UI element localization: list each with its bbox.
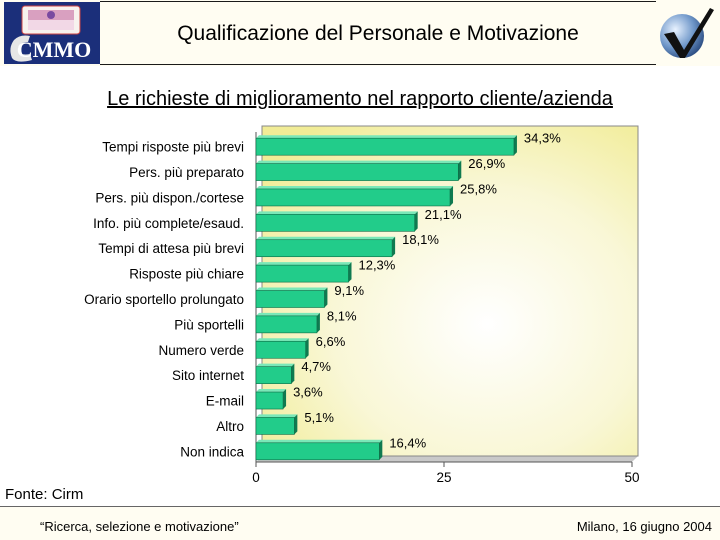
bar-side-face <box>348 262 352 283</box>
data-label: 18,1% <box>402 232 439 247</box>
bar-top-face <box>256 312 320 316</box>
bar-top-face <box>256 185 454 189</box>
category-label: Orario sportello prolungato <box>84 292 244 307</box>
bar <box>255 414 298 435</box>
category-label: Più sportelli <box>174 317 244 332</box>
bar <box>255 135 517 156</box>
slide-subtitle: Le richieste di miglioramento nel rappor… <box>0 88 720 111</box>
bar <box>255 262 352 283</box>
data-label: 3,6% <box>293 385 323 400</box>
bar-side-face <box>294 414 298 435</box>
bar-front-face <box>255 340 306 359</box>
bar-front-face <box>255 264 349 283</box>
data-label: 8,1% <box>327 308 357 323</box>
bar-side-face <box>513 135 517 156</box>
footer-left-text: “Ricerca, selezione e motivazione” <box>40 519 239 534</box>
bar <box>255 439 383 461</box>
bar-top-face <box>256 262 352 266</box>
x-tick-label: 0 <box>252 470 260 485</box>
bar <box>255 287 328 308</box>
bar <box>255 312 320 334</box>
bar-side-face <box>324 287 328 308</box>
logo-text: CMMO <box>17 37 92 62</box>
footer-date: Milano, 16 giugno 2004 <box>576 519 712 534</box>
category-label: Numero verde <box>158 343 244 358</box>
bar-top-face <box>256 338 309 342</box>
bar <box>255 389 287 410</box>
category-label: Info. più complete/esaud. <box>93 216 244 231</box>
data-labels: 34,3% 26,9% 25,8% 21,1% 18,1% 12,3% 9,1% 8,1% 6,… <box>293 131 561 451</box>
category-label: Sito internet <box>172 368 244 383</box>
header-title: Qualificazione del Personale e Motivazio… <box>177 22 579 45</box>
header-divider-top <box>100 1 656 2</box>
bar-top-face <box>256 287 328 291</box>
slide-footer: “Ricerca, selezione e motivazione” Milan… <box>0 506 720 540</box>
data-label: 5,1% <box>304 410 334 425</box>
data-label: 6,6% <box>316 334 346 349</box>
bar-front-face <box>255 137 515 156</box>
data-label: 12,3% <box>358 258 395 273</box>
data-label: 21,1% <box>425 207 462 222</box>
bar-front-face <box>255 442 380 461</box>
value-axis: 0 25 50 <box>252 462 640 485</box>
data-label: 26,9% <box>468 156 505 171</box>
bar-top-face <box>256 414 298 418</box>
source-note: Fonte: Cirm <box>5 486 84 503</box>
x-tick-label: 25 <box>436 470 451 485</box>
bar-top-face <box>256 211 418 215</box>
bar-top-face <box>256 236 396 240</box>
bar-side-face <box>392 236 396 257</box>
bar-front-face <box>255 188 451 207</box>
bar-front-face <box>255 315 318 334</box>
bar-side-face <box>291 363 295 384</box>
x-tick-label: 50 <box>624 470 639 485</box>
category-label: Tempi di attesa più brevi <box>98 241 244 256</box>
bar-top-face <box>256 439 383 443</box>
bar <box>255 363 295 384</box>
category-label: Risposte più chiare <box>129 267 244 282</box>
checkmark-icon <box>660 8 714 58</box>
data-label: 25,8% <box>460 181 497 196</box>
data-label: 9,1% <box>334 283 364 298</box>
bar-front-face <box>255 163 459 181</box>
bar-front-face <box>255 239 393 258</box>
bar-top-face <box>256 160 462 164</box>
bar-front-face <box>255 391 284 410</box>
category-label: Non indica <box>180 444 244 459</box>
cmmo-logo: CMMO <box>4 2 100 64</box>
bar-top-face <box>256 135 517 139</box>
bar <box>255 236 396 258</box>
category-label: Altro <box>216 419 244 434</box>
category-label: E-mail <box>206 394 244 409</box>
bar-front-face <box>255 417 295 435</box>
category-axis-labels: Tempi risposte più brevi Pers. più prepar… <box>84 140 244 460</box>
bar-front-face <box>255 366 292 384</box>
category-label: Tempi risposte più brevi <box>102 140 244 155</box>
bar-top-face <box>256 389 287 393</box>
bar-series <box>255 135 517 461</box>
bar <box>255 211 418 232</box>
bar-side-face <box>305 338 309 359</box>
bar <box>255 160 462 181</box>
bar-side-face <box>414 211 418 232</box>
bar-side-face <box>379 439 383 460</box>
bar <box>255 338 309 359</box>
subtitle-text: Le richieste di miglioramento nel rappor… <box>107 88 613 110</box>
bar-front-face <box>255 214 415 232</box>
bar-side-face <box>458 160 462 181</box>
bar-top-face <box>256 363 295 367</box>
data-label: 34,3% <box>524 131 561 146</box>
bar <box>255 185 454 207</box>
bar-front-face <box>255 290 325 308</box>
bar-side-face <box>316 312 320 333</box>
bar-side-face <box>450 185 454 206</box>
data-label: 16,4% <box>389 435 426 450</box>
category-label: Pers. più preparato <box>129 165 244 180</box>
slide-header: CMMO Qualificazione del Personale e Moti… <box>0 0 720 66</box>
header-divider-bottom <box>100 64 656 65</box>
bar-chart: Tempi risposte più brevi Pers. più prepar… <box>84 125 640 485</box>
bar-side-face <box>283 389 287 410</box>
category-label: Pers. più dispon./cortese <box>95 190 244 205</box>
data-label: 4,7% <box>301 359 331 374</box>
